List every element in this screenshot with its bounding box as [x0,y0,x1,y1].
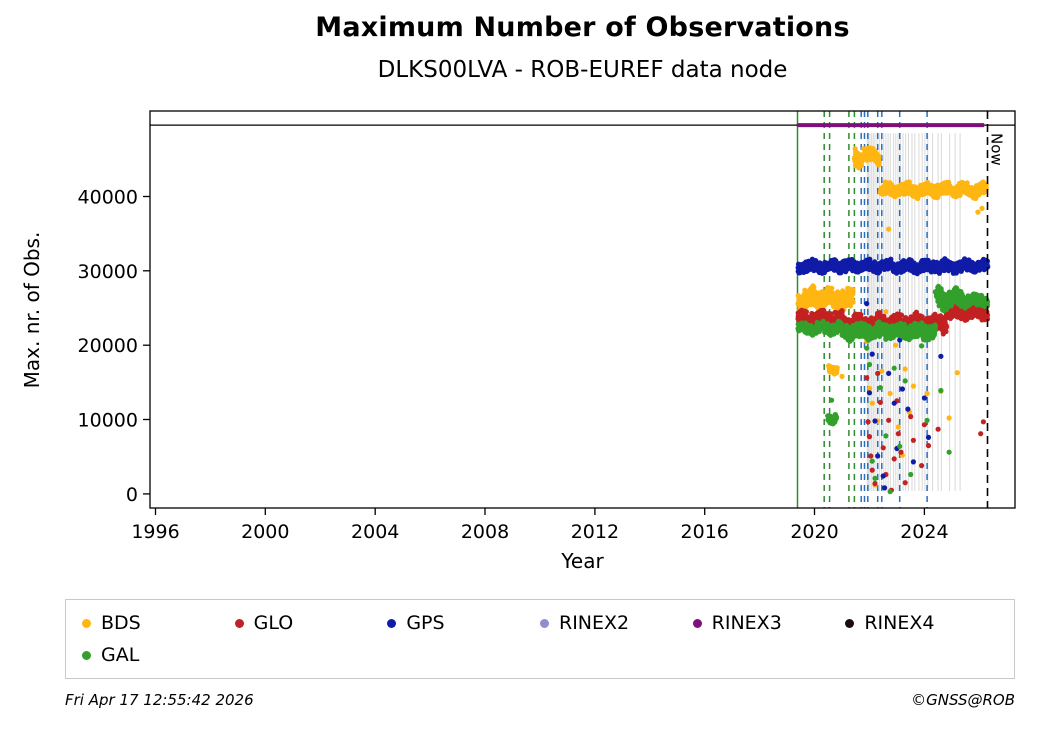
footer-credit: ©GNSS@ROB [911,691,1015,709]
series-gps [795,256,991,491]
x-axis-ticks: 1996 2000 2004 2008 2012 2016 2020 2024 [131,508,949,543]
legend-item-gps: GPS [387,608,540,638]
legend-box: BDS GLO GPS RINEX2 RINEX3 RINEX4 GAL [65,599,1015,679]
svg-text:20000: 20000 [78,335,138,357]
legend-label-gal: GAL [101,644,140,666]
legend-marker-rinex2 [540,618,549,628]
svg-text:2004: 2004 [351,521,399,543]
svg-text:40000: 40000 [78,187,138,209]
series-bds [795,145,989,488]
legend-marker-rinex4 [845,618,855,628]
svg-text:2008: 2008 [461,521,509,543]
plot-svg: Now 1996 2000 2004 2008 2012 2016 2020 2024 0 1000… [78,110,1016,543]
plot-frame [149,110,1016,509]
svg-text:0: 0 [126,484,138,506]
legend-label-rinex2: RINEX2 [559,612,630,634]
legend-marker-gps [387,618,397,628]
legend-item-glo: GLO [234,608,388,638]
now-label: Now [988,133,1006,166]
x-axis-label: Year [561,549,604,573]
svg-text:2016: 2016 [681,521,729,543]
legend-item-gal: GAL [82,640,235,670]
legend-marker-rinex3 [692,618,702,628]
legend-label-rinex3: RINEX3 [711,612,782,634]
svg-text:2012: 2012 [571,521,619,543]
chart-subtitle: DLKS00LVA - ROB-EUREF data node [377,57,788,83]
legend-label-gps: GPS [406,612,445,634]
legend-item-rinex2: RINEX2 [540,608,693,638]
legend-label-glo: GLO [253,612,294,634]
svg-text:2024: 2024 [900,521,948,543]
y-axis-ticks: 0 10000 20000 30000 40000 [78,187,150,506]
footer: Fri Apr 17 12:55:42 2026 ©GNSS@ROB [65,691,1015,709]
legend-marker-bds [82,618,91,628]
legend-item-bds: BDS [82,608,235,638]
legend-marker-glo [234,618,244,628]
legend-item-rinex4: RINEX4 [845,608,998,638]
svg-text:30000: 30000 [78,261,138,283]
svg-text:2020: 2020 [790,521,838,543]
chart-title: Maximum Number of Observations [315,12,850,43]
footer-timestamp: Fri Apr 17 12:55:42 2026 [65,691,254,709]
legend-label-bds: BDS [101,612,141,634]
svg-text:10000: 10000 [78,410,138,432]
svg-text:1996: 1996 [131,521,179,543]
series-gal [795,283,991,495]
svg-text:2000: 2000 [241,521,289,543]
legend-marker-gal [82,650,91,660]
legend-item-rinex3: RINEX3 [692,608,846,638]
legend-label-rinex4: RINEX4 [864,612,935,634]
